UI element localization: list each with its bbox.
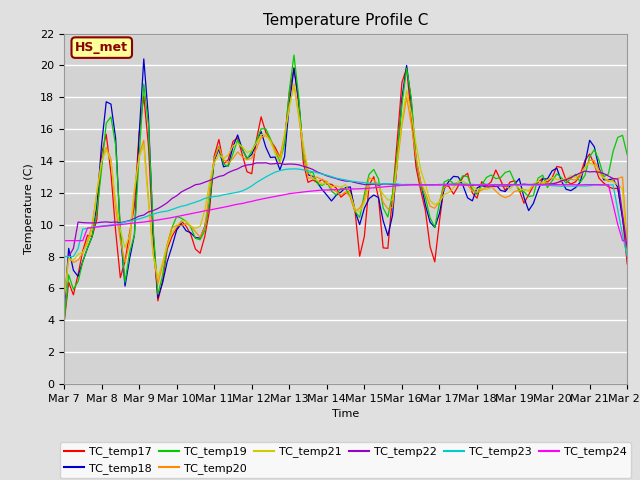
- Text: HS_met: HS_met: [76, 41, 128, 54]
- TC_temp20: [116, 238, 124, 243]
- Line: TC_temp23: TC_temp23: [64, 169, 627, 257]
- TC_temp23: [445, 182, 452, 188]
- TC_temp22: [623, 245, 631, 251]
- TC_temp19: [290, 52, 298, 58]
- TC_temp24: [623, 238, 631, 243]
- Legend: TC_temp17, TC_temp18, TC_temp19, TC_temp20, TC_temp21, TC_temp22, TC_temp23, TC_: TC_temp17, TC_temp18, TC_temp19, TC_temp…: [60, 442, 631, 479]
- TC_temp17: [191, 246, 199, 252]
- TC_temp19: [191, 236, 199, 241]
- TC_temp17: [290, 65, 298, 71]
- TC_temp22: [116, 220, 124, 226]
- TC_temp22: [262, 160, 269, 166]
- TC_temp23: [290, 166, 298, 172]
- TC_temp20: [60, 296, 68, 302]
- TC_temp19: [623, 152, 631, 157]
- TC_temp20: [290, 82, 298, 87]
- TC_temp24: [191, 210, 199, 216]
- TC_temp21: [304, 167, 312, 173]
- TC_temp17: [116, 275, 124, 280]
- TC_temp19: [116, 225, 124, 231]
- TC_temp23: [591, 182, 598, 188]
- TC_temp21: [60, 298, 68, 304]
- TC_temp23: [304, 168, 312, 174]
- TC_temp18: [140, 56, 148, 62]
- TC_temp21: [623, 252, 631, 258]
- TC_temp21: [290, 81, 298, 87]
- TC_temp21: [417, 167, 424, 173]
- TC_temp20: [304, 175, 312, 181]
- TC_temp17: [623, 261, 631, 267]
- TC_temp20: [591, 158, 598, 164]
- TC_temp18: [116, 229, 124, 235]
- TC_temp19: [445, 177, 452, 182]
- TC_temp23: [60, 254, 68, 260]
- TC_temp19: [591, 147, 598, 153]
- TC_temp19: [60, 321, 68, 326]
- TC_temp17: [417, 188, 424, 193]
- TC_temp23: [623, 254, 631, 260]
- X-axis label: Time: Time: [332, 409, 359, 419]
- TC_temp24: [60, 238, 68, 243]
- TC_temp22: [60, 254, 68, 260]
- TC_temp22: [591, 168, 598, 174]
- Line: TC_temp17: TC_temp17: [64, 68, 627, 323]
- TC_temp22: [191, 182, 199, 188]
- TC_temp24: [525, 181, 532, 187]
- TC_temp17: [445, 183, 452, 189]
- TC_temp19: [304, 169, 312, 175]
- TC_temp20: [445, 181, 452, 187]
- TC_temp21: [445, 190, 452, 195]
- TC_temp22: [417, 182, 424, 188]
- Y-axis label: Temperature (C): Temperature (C): [24, 163, 35, 254]
- TC_temp17: [60, 320, 68, 326]
- TC_temp18: [304, 172, 312, 178]
- Line: TC_temp18: TC_temp18: [64, 59, 627, 312]
- TC_temp24: [116, 222, 124, 228]
- TC_temp20: [417, 180, 424, 185]
- TC_temp20: [191, 229, 199, 235]
- TC_temp18: [60, 309, 68, 315]
- TC_temp21: [191, 225, 199, 231]
- Line: TC_temp24: TC_temp24: [64, 184, 627, 240]
- TC_temp24: [440, 182, 448, 188]
- TC_temp18: [417, 180, 424, 185]
- Title: Temperature Profile C: Temperature Profile C: [263, 13, 428, 28]
- Line: TC_temp20: TC_temp20: [64, 84, 627, 299]
- TC_temp24: [300, 189, 307, 195]
- Line: TC_temp22: TC_temp22: [64, 163, 627, 257]
- TC_temp22: [304, 165, 312, 170]
- TC_temp21: [591, 162, 598, 168]
- TC_temp20: [623, 242, 631, 248]
- TC_temp23: [191, 199, 199, 205]
- TC_temp18: [591, 144, 598, 150]
- TC_temp23: [116, 220, 124, 226]
- TC_temp24: [412, 182, 420, 188]
- TC_temp21: [116, 227, 124, 233]
- TC_temp18: [445, 179, 452, 184]
- TC_temp17: [591, 162, 598, 168]
- TC_temp17: [304, 180, 312, 185]
- TC_temp19: [417, 181, 424, 187]
- TC_temp24: [591, 182, 598, 188]
- TC_temp18: [196, 235, 204, 241]
- Line: TC_temp19: TC_temp19: [64, 55, 627, 324]
- TC_temp23: [417, 182, 424, 188]
- Line: TC_temp21: TC_temp21: [64, 84, 627, 301]
- TC_temp22: [445, 181, 452, 187]
- TC_temp18: [623, 246, 631, 252]
